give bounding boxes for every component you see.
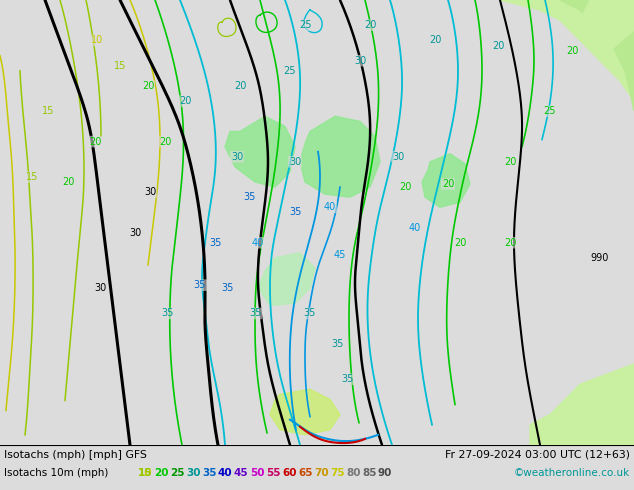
- Polygon shape: [258, 253, 315, 305]
- Text: 20: 20: [442, 179, 454, 189]
- Text: 15: 15: [42, 106, 54, 116]
- Text: 20: 20: [399, 182, 411, 192]
- Polygon shape: [570, 0, 634, 81]
- Text: 35: 35: [342, 374, 354, 384]
- Text: ©weatheronline.co.uk: ©weatheronline.co.uk: [514, 468, 630, 478]
- Text: 30: 30: [129, 227, 141, 238]
- Text: Isotachs (mph) [mph] GFS: Isotachs (mph) [mph] GFS: [4, 450, 147, 460]
- Text: 20: 20: [179, 96, 191, 106]
- Polygon shape: [500, 0, 634, 101]
- Text: 30: 30: [392, 152, 404, 162]
- Text: 35: 35: [194, 280, 206, 290]
- Text: 90: 90: [378, 468, 392, 478]
- Text: 35: 35: [244, 192, 256, 202]
- Text: 20: 20: [89, 137, 101, 147]
- Text: 10: 10: [138, 468, 153, 478]
- Text: 20: 20: [61, 177, 74, 187]
- Text: 25: 25: [170, 468, 184, 478]
- Text: 20: 20: [154, 468, 169, 478]
- Text: 25: 25: [284, 66, 296, 76]
- Polygon shape: [225, 116, 295, 187]
- Text: 25: 25: [299, 20, 311, 30]
- Text: 85: 85: [362, 468, 377, 478]
- Text: 20: 20: [429, 35, 441, 46]
- Text: 40: 40: [252, 238, 264, 247]
- Text: 55: 55: [266, 468, 280, 478]
- Polygon shape: [580, 0, 634, 50]
- Text: 20: 20: [142, 81, 154, 91]
- Polygon shape: [560, 0, 634, 111]
- Text: Isotachs 10m (mph): Isotachs 10m (mph): [4, 468, 108, 478]
- Text: 25: 25: [544, 106, 556, 116]
- Text: 15: 15: [26, 172, 38, 182]
- Text: 40: 40: [324, 202, 336, 212]
- Text: Fr 27-09-2024 03:00 UTC (12+63): Fr 27-09-2024 03:00 UTC (12+63): [445, 450, 630, 460]
- Polygon shape: [270, 389, 340, 435]
- Text: 70: 70: [314, 468, 328, 478]
- Text: 20: 20: [504, 238, 516, 247]
- Text: 65: 65: [298, 468, 313, 478]
- Text: 20: 20: [364, 20, 376, 30]
- Text: 30: 30: [354, 56, 366, 66]
- Text: 35: 35: [332, 339, 344, 349]
- Text: 40: 40: [218, 468, 233, 478]
- Text: 35: 35: [289, 207, 301, 218]
- Text: 20: 20: [454, 238, 466, 247]
- Text: 30: 30: [186, 468, 200, 478]
- Polygon shape: [422, 154, 470, 207]
- Text: 35: 35: [222, 283, 234, 293]
- Text: 20: 20: [234, 81, 246, 91]
- Text: 30: 30: [231, 152, 243, 162]
- Text: 35: 35: [249, 309, 261, 318]
- Text: 20: 20: [492, 41, 504, 50]
- Text: 30: 30: [144, 187, 156, 197]
- Text: 45: 45: [234, 468, 249, 478]
- Text: 15: 15: [114, 61, 126, 71]
- Text: 15: 15: [138, 468, 153, 478]
- Text: 30: 30: [289, 157, 301, 167]
- Text: 20: 20: [158, 137, 171, 147]
- Text: 30: 30: [94, 283, 106, 293]
- Text: 20: 20: [504, 157, 516, 167]
- Text: 35: 35: [304, 309, 316, 318]
- Text: 10: 10: [91, 35, 103, 46]
- Text: 45: 45: [334, 250, 346, 260]
- Text: 80: 80: [346, 468, 361, 478]
- Text: 35: 35: [202, 468, 216, 478]
- Text: 50: 50: [250, 468, 264, 478]
- Text: 35: 35: [162, 309, 174, 318]
- Text: 20: 20: [566, 46, 578, 55]
- Text: 75: 75: [330, 468, 345, 478]
- Text: 35: 35: [209, 238, 221, 247]
- Polygon shape: [530, 364, 634, 445]
- Text: 40: 40: [409, 222, 421, 233]
- Polygon shape: [300, 116, 380, 197]
- Text: 60: 60: [282, 468, 297, 478]
- Text: 990: 990: [591, 253, 609, 263]
